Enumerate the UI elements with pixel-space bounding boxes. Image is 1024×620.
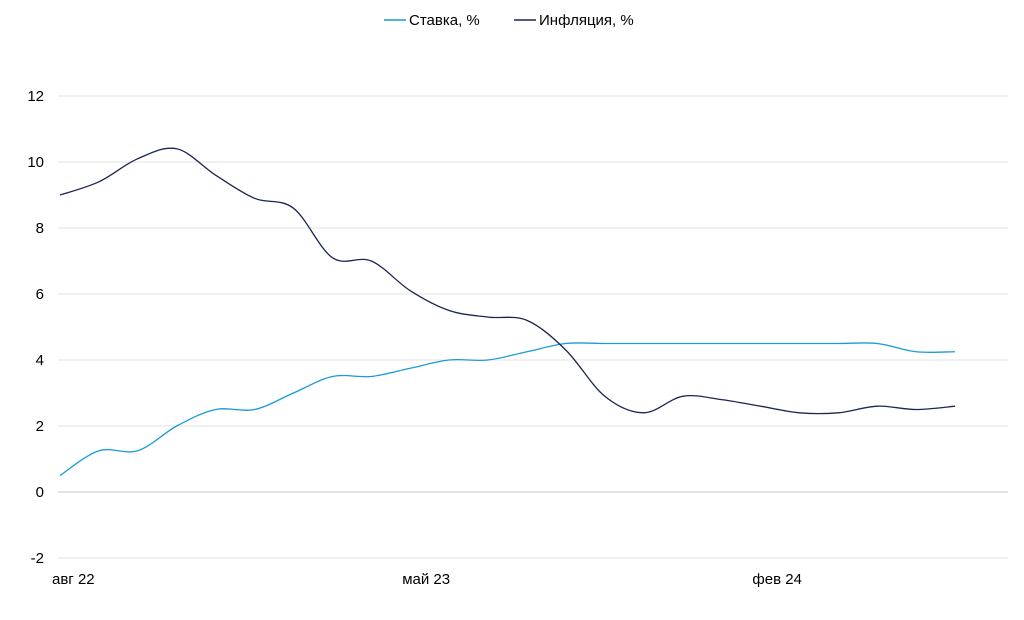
gridlines: [58, 95, 1008, 559]
y-tick-label: 8: [36, 220, 44, 237]
y-axis-ticks: -2 0 2 4 6 8 10 12: [27, 88, 44, 567]
legend: Ставка, % Инфляция, %: [384, 12, 634, 29]
x-axis-ticks: авг 22 май 23 фев 24: [52, 571, 802, 588]
y-tick-label: 12: [27, 88, 44, 105]
y-tick-label: 4: [36, 352, 44, 369]
y-tick-label: 10: [27, 154, 44, 171]
x-tick-label: авг 22: [52, 571, 95, 588]
y-tick-label: -2: [31, 550, 44, 567]
x-tick-label: май 23: [402, 571, 450, 588]
y-tick-label: 2: [36, 418, 44, 435]
legend-label: Инфляция, %: [539, 12, 634, 29]
y-tick-label: 6: [36, 286, 44, 303]
series-line-inflation: [59, 147, 956, 415]
series-line-rate: [59, 342, 956, 477]
legend-label: Ставка, %: [409, 12, 480, 29]
series-lines: [59, 147, 956, 477]
x-tick-label: фев 24: [752, 571, 802, 588]
y-tick-label: 0: [36, 484, 44, 501]
